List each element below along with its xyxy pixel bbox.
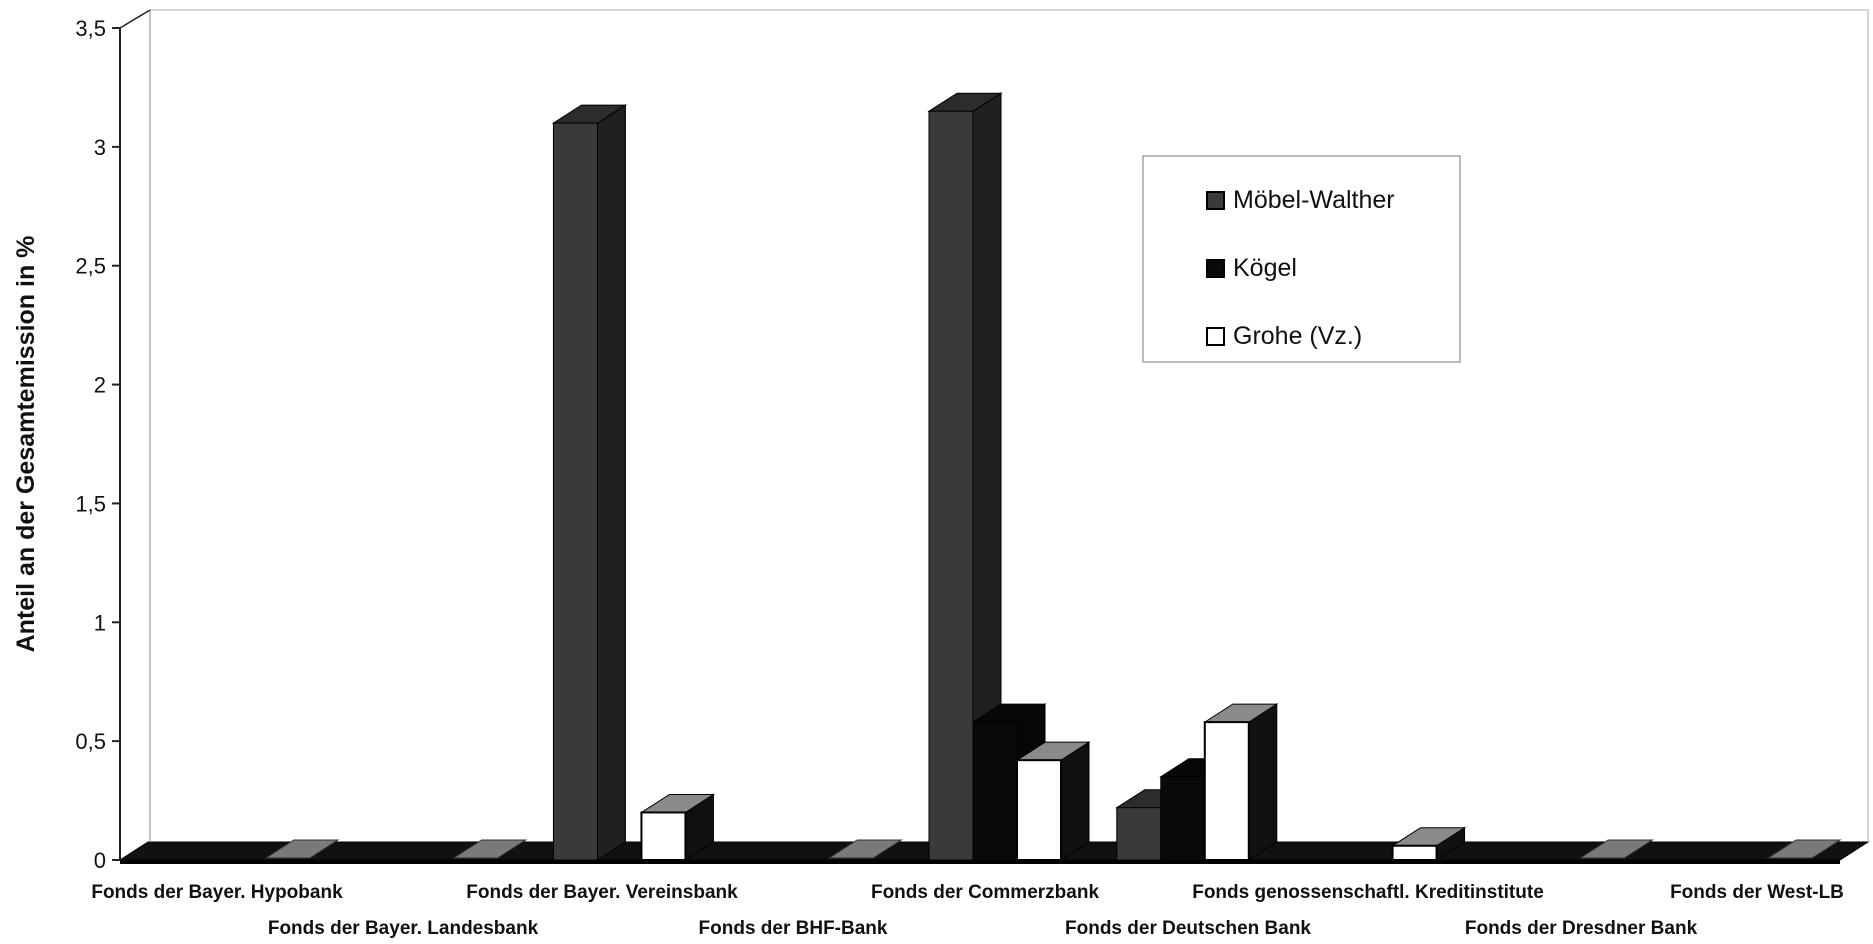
chart-axes — [119, 9, 1869, 860]
back-wall-diagonal — [119, 9, 151, 29]
y-tick-label: 3 — [94, 135, 106, 160]
bar — [551, 104, 628, 861]
bar — [1578, 839, 1655, 859]
bars — [264, 92, 1842, 862]
legend-entry: Kögel — [1233, 254, 1297, 282]
bar — [1015, 741, 1091, 861]
legend-entry: Grohe (Vz.) — [1233, 322, 1362, 350]
bar — [639, 793, 716, 862]
y-tick-label: 3,5 — [75, 16, 106, 41]
y-tick-label: 2,5 — [75, 254, 106, 279]
y-tick-label: 1 — [94, 610, 106, 635]
x-tick-label: Fonds der West-LB — [1670, 882, 1844, 903]
bar — [451, 839, 528, 859]
bar — [827, 839, 903, 859]
legend-swatch — [1206, 327, 1225, 346]
x-tick-label: Fonds der Commerzbank — [871, 882, 1099, 903]
x-tick-labels: Fonds der Bayer. Hypobank Fonds der Bayer… — [91, 882, 1844, 939]
y-tick-label: 0,5 — [75, 729, 106, 754]
x-tick-label: Fonds der Dresdner Bank — [1465, 918, 1698, 939]
bar — [927, 92, 1003, 861]
y-tick-label: 2 — [94, 373, 106, 398]
floor-front-edge — [120, 860, 1840, 864]
legend-swatch — [1206, 259, 1225, 278]
y-ticks: 0 0,5 1 1,5 2 2,5 3 3,5 — [75, 16, 120, 873]
zero-bar-cap — [264, 839, 340, 859]
y-axis-title: Anteil an der Gesamtemission in % — [12, 236, 40, 653]
x-tick-label: Fonds genossenschaftl. Kreditinstitute — [1192, 882, 1544, 903]
zero-bar-cap — [1766, 839, 1842, 859]
legend: Möbel-Walther Kögel Grohe (Vz.) — [1142, 155, 1461, 363]
legend-entry: Möbel-Walther — [1233, 186, 1395, 214]
legend-swatch — [1206, 191, 1225, 210]
x-tick-label: Fonds der BHF-Bank — [699, 918, 888, 939]
bar — [1390, 826, 1467, 861]
legend-box — [1142, 155, 1461, 363]
y-tick-label: 0 — [94, 848, 106, 873]
bar — [264, 839, 340, 859]
x-tick-label: Fonds der Bayer. Hypobank — [91, 882, 343, 903]
x-tick-label: Fonds der Bayer. Landesbank — [268, 918, 539, 939]
x-tick-label: Fonds der Deutschen Bank — [1065, 918, 1311, 939]
zero-bar-cap — [1578, 839, 1655, 859]
bar — [1766, 839, 1842, 859]
zero-bar-cap — [827, 839, 903, 859]
bar — [1203, 703, 1279, 862]
y-tick-label: 1,5 — [75, 491, 106, 516]
zero-bar-cap — [451, 839, 528, 859]
x-tick-label: Fonds der Bayer. Vereinsbank — [466, 882, 738, 903]
